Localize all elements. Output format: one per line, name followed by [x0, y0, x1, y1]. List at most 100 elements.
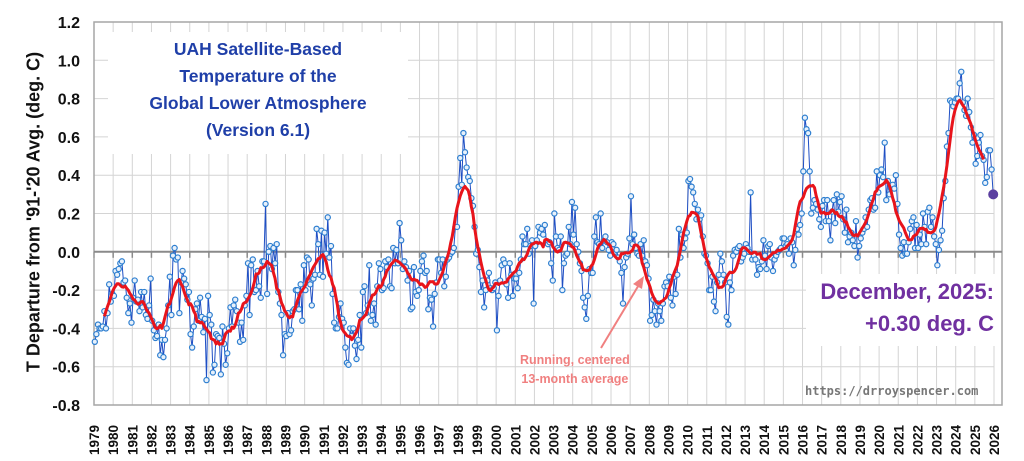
x-tick-label: 1991	[317, 424, 332, 455]
monthly-data-point	[591, 233, 598, 240]
monthly-data-point	[932, 240, 939, 248]
monthly-data-point	[297, 281, 304, 288]
monthly-data-point	[423, 267, 430, 275]
monthly-data-point	[358, 344, 365, 351]
monthly-data-point	[827, 237, 834, 244]
running-average-label-1: Running, centered	[520, 353, 630, 367]
x-tick-label: 2014	[757, 424, 772, 455]
monthly-data-point	[147, 275, 154, 282]
monthly-data-point	[656, 307, 663, 315]
monthly-data-point	[180, 275, 188, 282]
x-tick-label: 2000	[489, 425, 504, 455]
monthly-data-point	[795, 231, 802, 238]
monthly-data-point	[375, 260, 383, 267]
monthly-data-point	[832, 219, 839, 227]
monthly-data-point	[326, 254, 333, 261]
monthly-data-point	[640, 237, 647, 244]
monthly-data-point	[105, 281, 113, 288]
x-tick-label: 2015	[776, 424, 791, 455]
x-tick-label: 2009	[661, 425, 676, 455]
monthly-data-point	[854, 254, 861, 261]
latest-month-label: December, 2025:	[820, 279, 994, 304]
monthly-data-point	[691, 200, 698, 208]
monthly-data-point	[187, 330, 194, 338]
monthly-data-point	[855, 242, 863, 250]
monthly-data-point	[188, 344, 196, 351]
monthly-data-point	[627, 193, 635, 200]
monthly-data-point	[514, 284, 521, 292]
monthly-data-point	[307, 281, 314, 288]
monthly-data-point	[573, 240, 580, 248]
x-tick-label: 2011	[700, 425, 715, 455]
monthly-data-point	[817, 223, 825, 231]
monthly-data-point	[196, 294, 204, 301]
y-tick-label: 1.0	[58, 53, 80, 70]
monthly-data-point	[495, 292, 502, 300]
monthly-data-point	[720, 271, 727, 278]
monthly-data-point	[425, 306, 432, 313]
monthly-data-point	[351, 342, 359, 349]
monthly-data-point	[785, 250, 793, 257]
monthly-data-point	[185, 288, 193, 296]
monthly-data-point	[658, 317, 665, 324]
monthly-data-point	[342, 344, 349, 351]
monthly-data-point	[804, 129, 812, 137]
monthly-data-point	[843, 206, 850, 213]
x-tick-label: 2004	[566, 424, 581, 455]
monthly-data-point	[141, 288, 148, 296]
latest-data-point	[988, 189, 999, 200]
monthly-data-point	[913, 221, 920, 229]
y-tick-label: -0.8	[52, 398, 80, 415]
plot-border	[93, 21, 1003, 406]
monthly-data-point	[690, 189, 697, 196]
monthly-data-point	[356, 311, 363, 319]
monthly-data-point	[295, 306, 303, 313]
monthly-data-point	[619, 300, 627, 307]
monthly-data-point	[247, 262, 255, 269]
monthly-data-point	[300, 262, 308, 269]
monthly-data-point	[102, 325, 110, 332]
monthly-data-point	[115, 265, 122, 273]
x-tick-label: 1984	[183, 424, 198, 455]
x-tick-label: 1983	[164, 424, 179, 455]
x-tick-label: 1996	[413, 424, 428, 455]
x-tick-label: 2018	[834, 424, 849, 455]
x-tick-label: 2024	[949, 424, 964, 455]
monthly-data-point	[441, 283, 448, 290]
monthly-data-point	[324, 214, 331, 221]
monthly-data-point	[922, 240, 930, 248]
monthly-data-point	[279, 352, 287, 359]
x-tick-label: 2022	[910, 425, 925, 455]
monthly-data-point	[752, 256, 759, 263]
y-tick-label: 0.0	[58, 245, 80, 262]
monthly-data-point	[334, 325, 341, 332]
monthly-data-point	[610, 240, 617, 248]
monthly-data-point	[592, 214, 600, 221]
monthly-data-point	[113, 271, 121, 278]
y-tick-label: 1.2	[58, 15, 80, 32]
y-tick-label: -0.6	[52, 360, 80, 377]
y-axis-label: T Departure from '91-'20 Avg. (deg. C)	[23, 51, 44, 373]
monthly-data-point	[160, 353, 167, 361]
monthly-data-point	[796, 221, 804, 229]
monthly-data-point	[238, 319, 245, 326]
title-line-3: Global Lower Atmosphere	[149, 93, 367, 113]
monthly-data-point	[217, 371, 225, 378]
x-tick-label: 1981	[125, 424, 140, 455]
x-tick-label: 1986	[221, 424, 236, 455]
monthly-data-point	[265, 248, 272, 255]
monthly-data-point	[878, 166, 885, 173]
monthly-data-point	[415, 286, 422, 294]
monthly-data-point	[393, 246, 400, 254]
monthly-data-point	[93, 330, 100, 338]
monthly-data-point	[986, 147, 994, 154]
monthly-data-point	[429, 323, 437, 330]
monthly-data-point	[935, 246, 943, 254]
monthly-data-point	[988, 166, 995, 173]
monthly-data-point	[125, 309, 132, 317]
monthly-data-point	[897, 244, 904, 252]
monthly-data-point	[145, 302, 153, 309]
monthly-data-point	[161, 336, 169, 344]
monthly-data-point	[493, 327, 501, 334]
source-url: https://drroyspencer.com	[805, 384, 979, 398]
